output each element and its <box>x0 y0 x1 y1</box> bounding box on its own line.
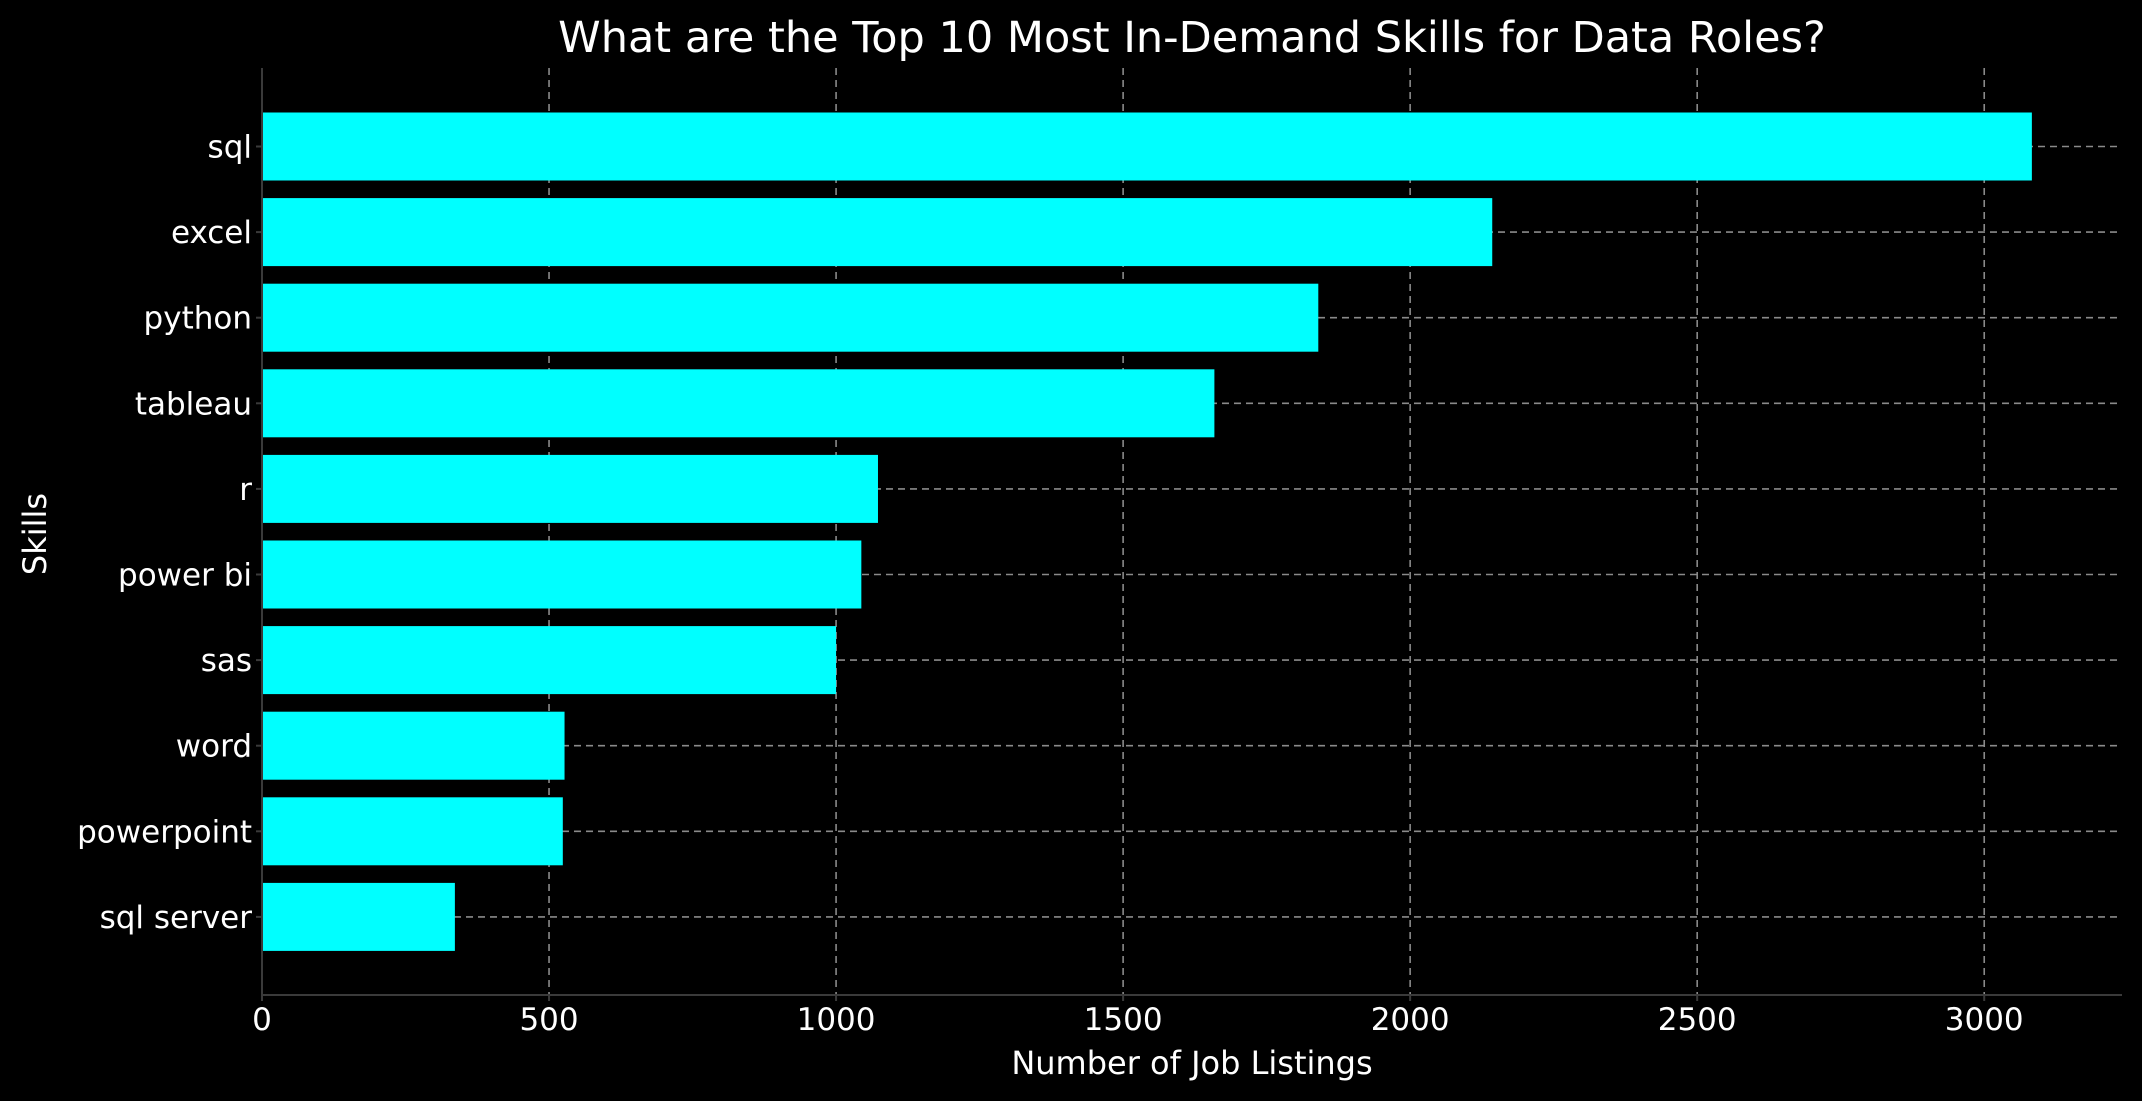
bar <box>262 283 1319 352</box>
x-tick-labels: 0 500 1000 1500 2000 2500 3000 <box>252 995 2024 1038</box>
y-tick-label: sas <box>201 643 252 679</box>
bar <box>262 454 878 523</box>
y-axis-label: Skills <box>16 493 54 575</box>
bar <box>262 711 565 780</box>
x-tick-label: 3000 <box>1945 1002 2024 1038</box>
bar <box>262 369 1215 438</box>
chart-title: What are the Top 10 Most In-Demand Skill… <box>558 13 1826 63</box>
y-tick-label: powerpoint <box>77 814 252 850</box>
y-tick-label: word <box>176 729 252 765</box>
y-tick-label: tableau <box>135 386 252 422</box>
x-tick-label: 1500 <box>1084 1002 1163 1038</box>
x-tick-label: 500 <box>519 1002 578 1038</box>
y-tick-label: r <box>239 472 252 508</box>
x-axis-label: Number of Job Listings <box>1011 1044 1372 1082</box>
bars <box>262 112 2032 951</box>
x-tick-label: 2500 <box>1658 1002 1737 1038</box>
y-tick-label: sql <box>208 130 252 166</box>
bar <box>262 540 862 609</box>
x-tick-label: 2000 <box>1371 1002 1450 1038</box>
x-tick-label: 1000 <box>797 1002 876 1038</box>
bar <box>262 198 1493 267</box>
x-tick-label: 0 <box>252 1002 272 1038</box>
bar <box>262 882 455 951</box>
y-tick-labels: sql excel python tableau r power bi sas word pow… <box>77 130 262 936</box>
y-tick-label: power bi <box>118 558 252 594</box>
y-tick-label: sql server <box>100 900 253 936</box>
y-tick-label: excel <box>171 215 252 251</box>
bar <box>262 626 837 695</box>
y-tick-label: python <box>144 301 252 337</box>
bar <box>262 797 563 866</box>
bar <box>262 112 2032 181</box>
